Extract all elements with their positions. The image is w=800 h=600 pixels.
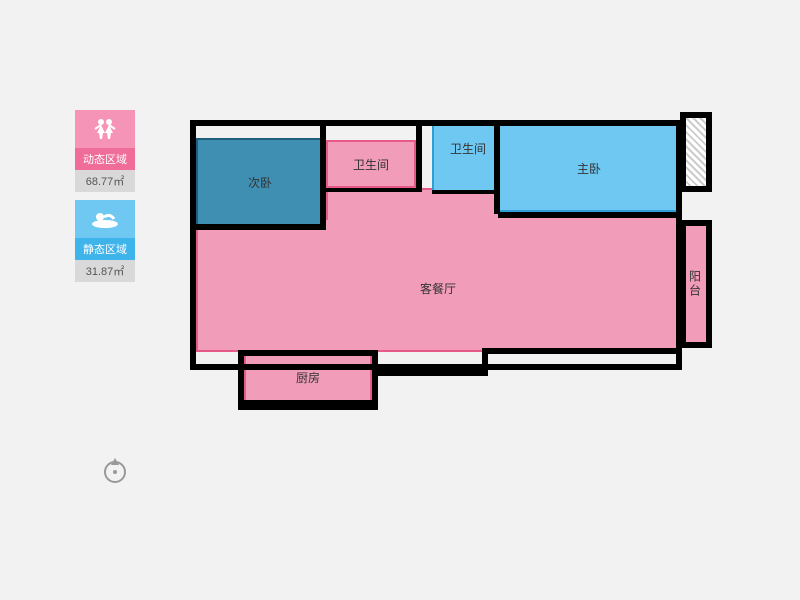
wall-segment	[416, 126, 422, 192]
room-bathroom-1: 卫生间	[326, 140, 416, 188]
room-balcony: 阳台	[682, 224, 708, 344]
dynamic-zone-value: 68.77㎡	[75, 170, 135, 192]
static-zone-label: 静态区域	[75, 238, 135, 260]
wall-segment	[238, 350, 378, 356]
wall-segment	[482, 348, 682, 354]
wall-segment	[676, 120, 682, 218]
wall-segment	[238, 350, 244, 406]
hatched-area	[682, 116, 708, 188]
static-zone-icon	[75, 200, 135, 238]
legend-static: 静态区域 31.87㎡	[75, 200, 135, 282]
compass-icon	[100, 455, 130, 485]
room-kitchen: 厨房	[244, 352, 372, 402]
wall-segment	[432, 190, 498, 194]
wall-segment	[326, 188, 418, 192]
wall-segment	[378, 370, 488, 376]
static-zone-value: 31.87㎡	[75, 260, 135, 282]
wall-segment	[372, 350, 378, 406]
dynamic-zone-icon	[75, 110, 135, 148]
room-secondary-bedroom: 次卧	[196, 138, 324, 226]
room-bathroom-2	[432, 124, 496, 192]
wall-segment	[430, 120, 682, 126]
wall-segment	[320, 126, 326, 230]
wall-segment	[676, 218, 682, 352]
wall-segment	[238, 400, 378, 406]
dynamic-zone-label: 动态区域	[75, 148, 135, 170]
wall-segment	[498, 212, 682, 218]
room-master-bedroom: 主卧	[498, 124, 680, 212]
legend-dynamic: 动态区域 68.77㎡	[75, 110, 135, 192]
wall-segment	[494, 120, 500, 214]
wall-segment	[190, 224, 326, 230]
